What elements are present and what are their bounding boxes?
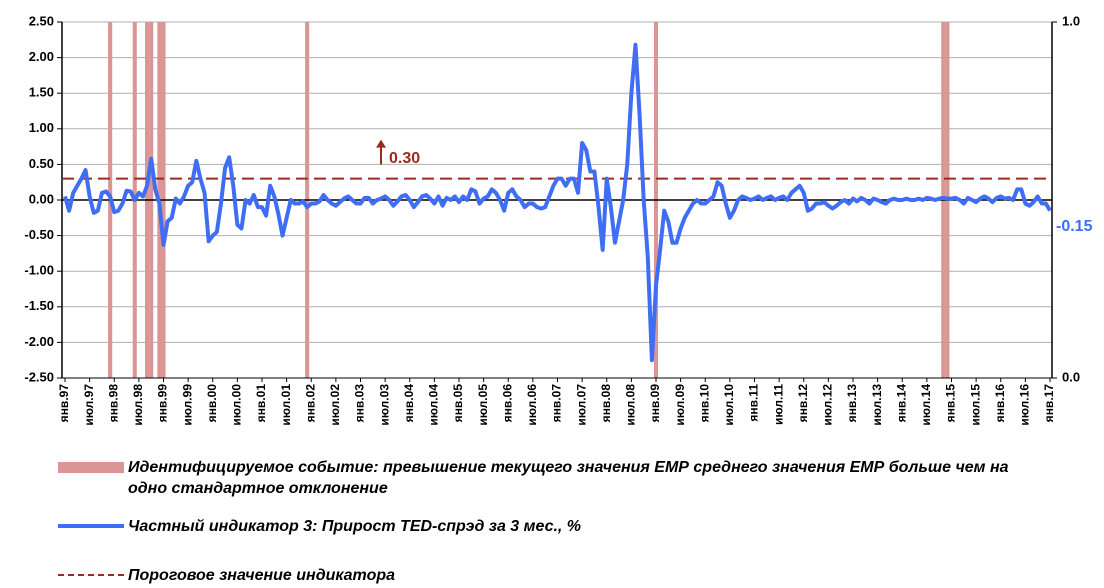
legend-swatch-events [58, 462, 124, 473]
y2-tick-label: 0.0 [1062, 369, 1080, 384]
y-tick-label: -0.50 [24, 227, 54, 242]
x-tick-label: янв.15 [944, 384, 958, 423]
x-tick-label: июл.13 [870, 384, 884, 426]
x-tick-label: янв.13 [845, 384, 859, 423]
x-tick-label: июл.10 [722, 384, 736, 426]
x-tick-label: янв.04 [402, 384, 416, 423]
end-label: -0.15 [1056, 218, 1093, 235]
x-tick-label: янв.97 [57, 384, 71, 423]
x-tick-label: июл.01 [279, 384, 293, 426]
x-tick-label: янв.99 [156, 384, 170, 423]
x-tick-label: июл.15 [968, 384, 982, 426]
y-tick-label: 1.50 [29, 85, 54, 100]
x-tick-label: янв.09 [648, 384, 662, 423]
y-tick-label: 0.00 [29, 191, 54, 206]
x-tick-label: янв.16 [993, 384, 1007, 423]
x-tick-label: янв.98 [106, 384, 120, 423]
legend-label: Пороговое значение индикатора [128, 567, 396, 584]
y-tick-label: 2.50 [29, 13, 54, 28]
x-tick-label: июл.08 [624, 384, 638, 426]
x-tick-label: янв.14 [894, 384, 908, 423]
x-tick-label: июл.00 [230, 384, 244, 426]
x-tick-label: июл.97 [82, 384, 96, 426]
x-tick-label: июл.11 [771, 384, 785, 425]
legend-label: Частный индикатор 3: Прирост TED-спрэд з… [128, 518, 582, 535]
x-tick-label: янв.06 [500, 384, 514, 423]
legend-label: Идентифицируемое событие: превышение тек… [128, 459, 1009, 497]
x-tick-label: янв.12 [796, 384, 810, 423]
legend-swatch-line [58, 524, 124, 528]
y-tick-label: 2.00 [29, 49, 54, 64]
x-tick-label: июл.16 [1018, 384, 1032, 426]
x-tick-label: янв.02 [303, 384, 317, 423]
x-tick-label: янв.05 [451, 384, 465, 423]
y-tick-label: -1.50 [24, 298, 54, 313]
x-tick-label: июл.02 [328, 384, 342, 426]
x-tick-label: июл.98 [131, 384, 145, 426]
data-line [63, 42, 1052, 363]
threshold-label: 0.30 [389, 150, 420, 167]
x-tick-label: июл.03 [377, 384, 391, 426]
y-tick-label: -2.50 [24, 369, 54, 384]
y-tick-label: 1.00 [29, 120, 54, 135]
x-tick-label: июл.14 [919, 384, 933, 426]
x-tick-label: июл.06 [525, 384, 539, 426]
y-tick-label: -1.00 [24, 263, 54, 278]
x-tick-label: янв.11 [747, 384, 761, 422]
legend-swatch-threshold [58, 574, 124, 576]
x-tick-label: июл.05 [476, 384, 490, 426]
x-tick-label: янв.10 [697, 384, 711, 423]
chart: -2.50 -2.00 -1.50 -1.00 -0.50 0.00 0.50 1.00 1.5… [24, 13, 1093, 426]
x-tick-label: янв.07 [550, 384, 564, 423]
x-tick-label: янв.01 [254, 384, 268, 423]
threshold-arrowhead [376, 139, 386, 148]
x-tick-label: июл.07 [574, 384, 588, 426]
x-tick-label: янв.08 [599, 384, 613, 423]
x-tick-label: янв.17 [1042, 384, 1056, 423]
x-tick-label: янв.03 [353, 384, 367, 423]
x-tick-label: июл.09 [673, 384, 687, 426]
x-tick-label: янв.00 [205, 384, 219, 423]
y-tick-label: 0.50 [29, 156, 54, 171]
x-tick-label: июл.99 [180, 384, 194, 426]
y-tick-label: -2.00 [24, 334, 54, 349]
x-tick-label: июл.12 [821, 384, 835, 426]
y2-tick-label: 1.0 [1062, 13, 1080, 28]
x-tick-label: июл.04 [427, 384, 441, 426]
